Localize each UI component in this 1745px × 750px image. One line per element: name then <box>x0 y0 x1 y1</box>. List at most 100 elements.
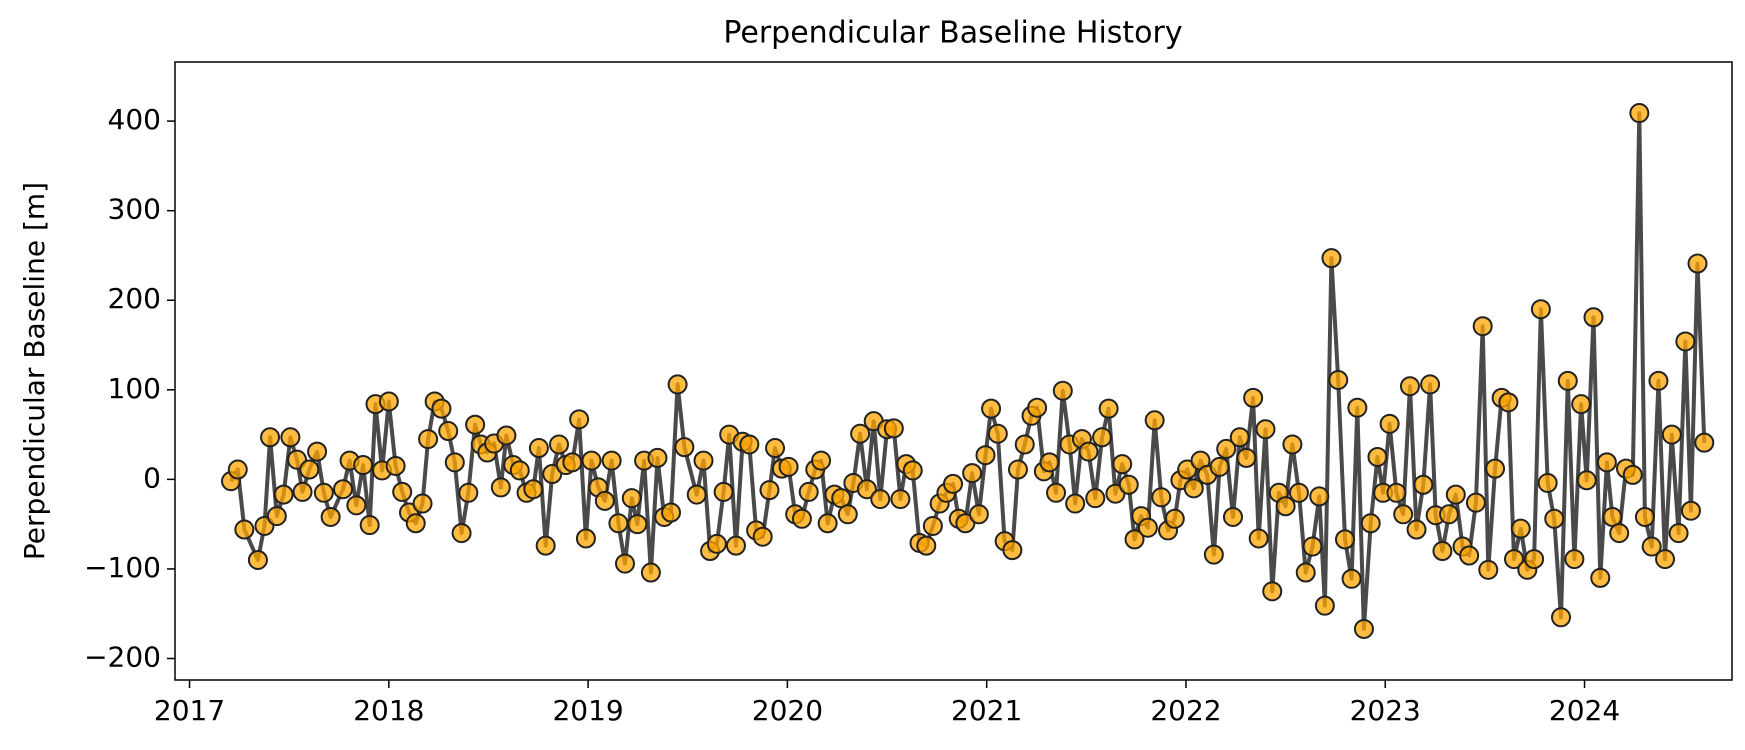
data-point <box>791 508 812 529</box>
data-point <box>706 533 727 554</box>
data-point <box>1537 472 1558 493</box>
data-point <box>1255 419 1276 440</box>
data-point <box>320 506 341 527</box>
data-point <box>1282 434 1303 455</box>
data-point <box>581 450 602 471</box>
data-point <box>542 464 563 484</box>
data-point <box>1124 529 1145 550</box>
x-tick-label: 2024 <box>1549 694 1620 727</box>
data-point <box>1472 316 1493 337</box>
data-point <box>1590 567 1611 588</box>
data-point <box>1137 517 1158 538</box>
data-point <box>811 450 832 471</box>
data-point <box>1655 549 1676 570</box>
data-point <box>1694 432 1715 453</box>
data-point <box>1478 559 1499 580</box>
data-point <box>647 447 668 468</box>
data-point <box>1288 482 1309 503</box>
data-point <box>1687 253 1708 274</box>
data-point <box>405 513 426 534</box>
data-point <box>1439 504 1460 525</box>
data-point <box>870 489 891 510</box>
chart-title: Perpendicular Baseline History <box>723 16 1182 51</box>
data-point <box>1661 424 1682 445</box>
data-point <box>1420 374 1441 395</box>
data-point <box>798 481 819 502</box>
data-point <box>1151 487 1172 508</box>
data-point <box>1583 307 1604 328</box>
x-tick-label: 2017 <box>154 694 225 727</box>
y-tick-label: 0 <box>143 461 161 494</box>
data-point <box>1596 452 1617 473</box>
data-point <box>307 441 328 462</box>
data-point <box>1085 488 1106 509</box>
data-point <box>1413 474 1434 495</box>
data-point <box>496 425 517 446</box>
data-point <box>1406 519 1427 540</box>
data-point <box>1262 581 1283 602</box>
data-point <box>1668 523 1689 544</box>
data-point <box>451 523 472 544</box>
data-point <box>817 513 838 534</box>
data-point <box>234 519 255 540</box>
data-point <box>1530 299 1551 320</box>
y-tick-label: 100 <box>108 372 161 405</box>
data-point <box>1027 397 1048 418</box>
data-point <box>765 438 786 459</box>
data-point <box>725 535 746 556</box>
data-point <box>1498 392 1519 413</box>
x-tick-label: 2021 <box>951 694 1022 727</box>
data-point <box>1367 446 1388 467</box>
data-point <box>1399 376 1420 397</box>
data-point <box>523 479 544 500</box>
data-point <box>594 490 615 511</box>
data-point <box>621 488 642 509</box>
data-point <box>575 528 596 549</box>
data-point <box>1328 369 1349 390</box>
data-point <box>1039 452 1060 473</box>
data-point <box>1222 506 1243 527</box>
data-point <box>1503 549 1524 570</box>
data-point <box>1564 549 1585 570</box>
data-point <box>1551 607 1572 628</box>
data-point <box>752 526 773 547</box>
data-point <box>227 459 248 480</box>
data-point <box>661 502 682 523</box>
data-point <box>601 450 622 471</box>
data-point <box>1360 513 1381 534</box>
data-point <box>1544 508 1565 529</box>
data-point <box>850 423 871 444</box>
data-point <box>1144 410 1165 431</box>
data-point <box>1634 506 1655 527</box>
data-point <box>1576 470 1597 491</box>
data-point <box>1432 541 1453 562</box>
data-point <box>490 477 511 498</box>
data-point <box>299 459 320 480</box>
data-point <box>1609 523 1630 544</box>
data-point <box>1216 438 1237 459</box>
data-point <box>759 480 780 501</box>
data-point <box>1229 427 1250 448</box>
data-point <box>313 482 334 503</box>
data-point <box>1046 482 1067 503</box>
data-point <box>509 460 530 481</box>
data-point <box>418 429 439 450</box>
data-point <box>292 481 313 502</box>
data-point <box>1465 492 1486 513</box>
data-point <box>1078 441 1099 462</box>
data-point <box>438 421 459 442</box>
data-point <box>856 479 877 500</box>
data-point <box>1203 544 1224 565</box>
data-point <box>1459 545 1480 566</box>
data-point <box>332 479 353 500</box>
data-point <box>1321 248 1342 269</box>
data-point <box>1680 500 1701 521</box>
plot-frame <box>174 61 1733 681</box>
data-point <box>837 504 858 525</box>
data-point <box>968 504 989 525</box>
data-point <box>686 484 707 505</box>
data-point <box>1641 536 1662 557</box>
data-point <box>1014 434 1035 455</box>
y-tick-label: −100 <box>84 551 161 584</box>
